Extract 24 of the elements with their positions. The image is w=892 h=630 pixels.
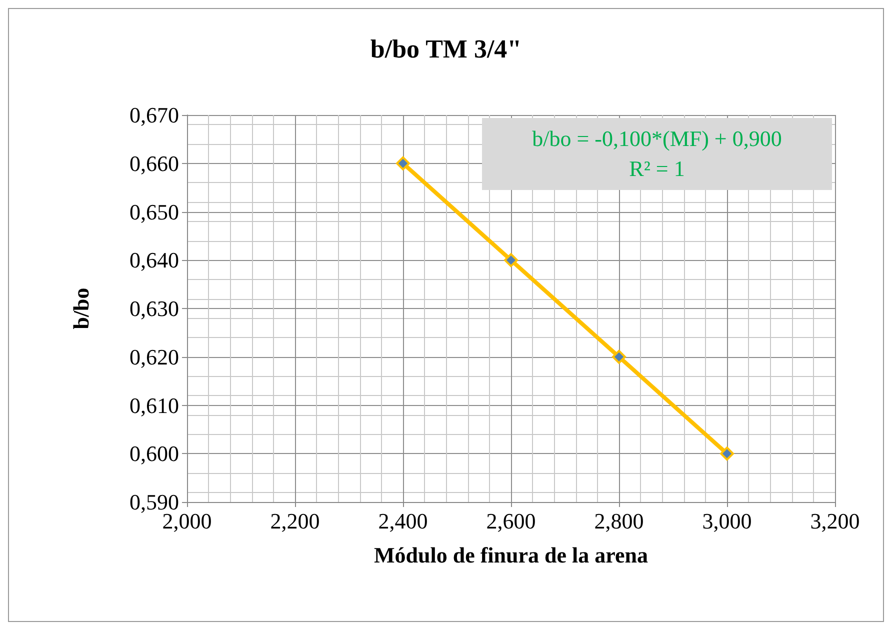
x-tick-label: 2,400 bbox=[378, 508, 428, 534]
y-tick-label: 0,660 bbox=[130, 150, 179, 176]
x-axis-title: Módulo de finura de la arena bbox=[374, 542, 648, 568]
x-tick-label: 3,000 bbox=[702, 508, 752, 534]
point bbox=[504, 253, 518, 268]
x-tick-label: 2,200 bbox=[270, 508, 320, 534]
point bbox=[720, 446, 734, 461]
x-tick-label: 2,800 bbox=[594, 508, 644, 534]
annotation: R² = 1 bbox=[628, 155, 686, 183]
x-tick-label: 2,600 bbox=[486, 508, 536, 534]
y-tick-label: 0,670 bbox=[130, 102, 179, 128]
y-tick-label: 0,620 bbox=[130, 344, 179, 370]
y-tick-label: 0,600 bbox=[130, 441, 179, 466]
annotation: b/bo = -0,100*(MF) + 0,900 bbox=[531, 125, 783, 153]
x-tick-label: 3,200 bbox=[810, 508, 860, 534]
y-tick-label: 0,640 bbox=[130, 248, 179, 273]
y-axis-title: b/bo bbox=[68, 288, 94, 330]
y-tick-label: 0,630 bbox=[130, 296, 179, 321]
text-box: b/bo = -0,100*(MF) + 0,900 R² = 1 bbox=[482, 118, 832, 190]
chart-title: b/bo TM 3/4" bbox=[370, 34, 522, 64]
point bbox=[612, 350, 626, 364]
y-tick-label: 0,610 bbox=[130, 392, 179, 418]
y-tick-label: 0,650 bbox=[130, 199, 179, 224]
point bbox=[396, 156, 410, 170]
